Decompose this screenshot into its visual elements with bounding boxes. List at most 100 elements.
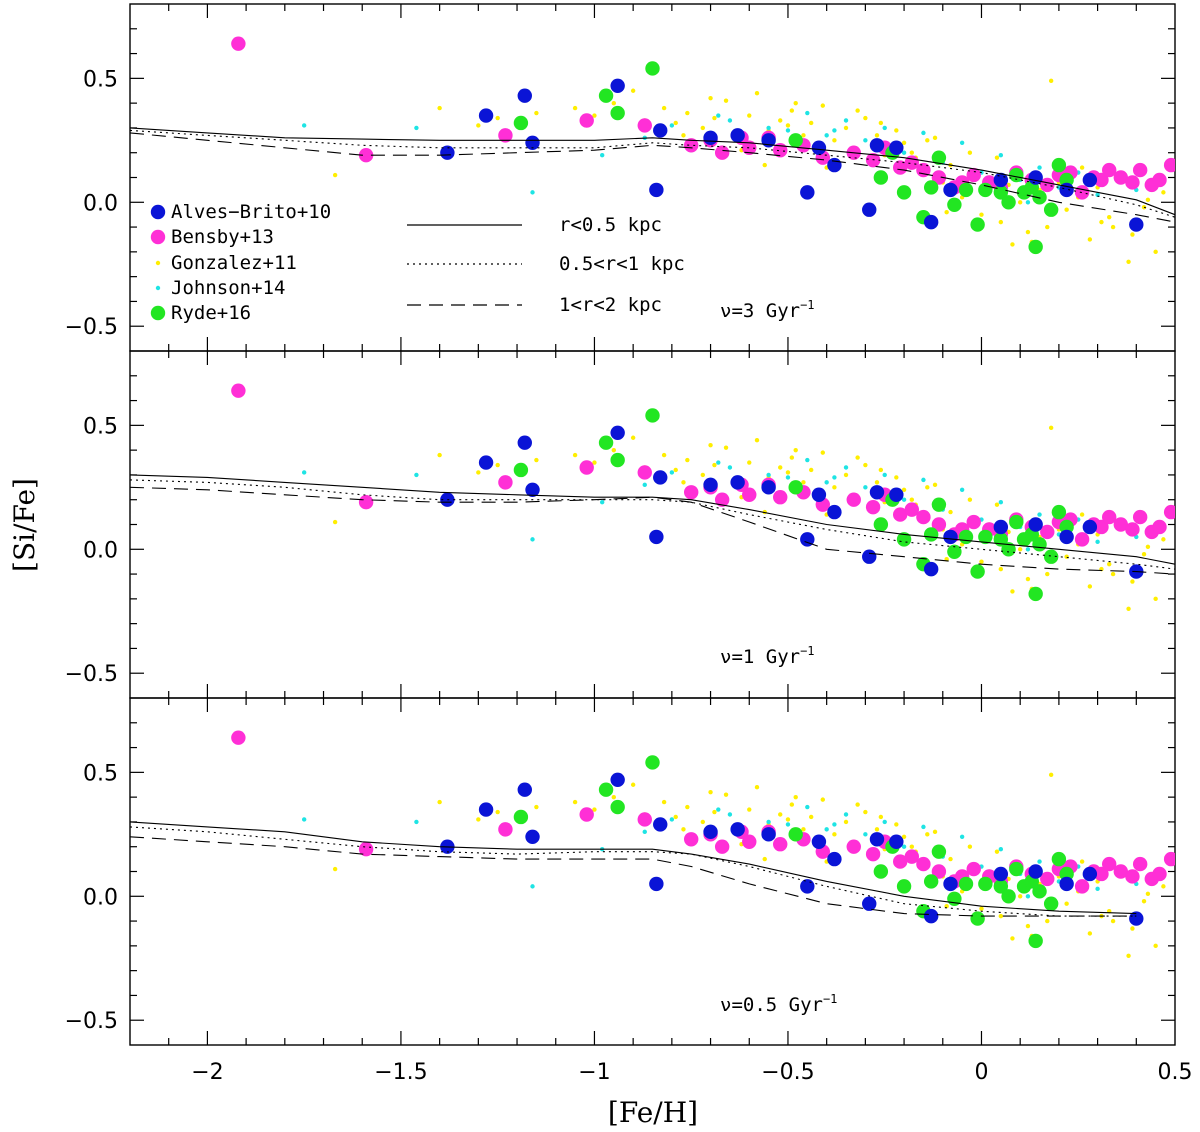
obs-point [958,182,974,198]
obs-point [712,462,717,468]
obs-point [476,470,481,475]
obs-point [811,487,827,502]
obs-point [708,95,713,101]
obs-point [525,482,540,497]
nu-label: ν=3 Gyr−1 [720,298,815,322]
obs-point [958,529,974,545]
obs-point [863,832,868,837]
obs-point [824,480,829,485]
obs-point [498,128,513,143]
obs-point [598,782,614,797]
obs-point [301,123,307,128]
obs-point [874,133,880,138]
obs-point [708,442,713,448]
observations [231,383,1175,611]
y-tick-label: 0.5 [83,761,118,786]
observations [231,36,1175,264]
obs-point [1025,576,1031,582]
obs-point [630,782,636,787]
obs-point [727,118,733,123]
obs-point [1025,923,1031,929]
obs-point [685,804,690,810]
obs-point [1141,552,1147,557]
obs-point [805,110,810,116]
obs-point [332,519,338,525]
obs-point [1079,512,1085,517]
obs-point [1126,606,1131,611]
obs-point [966,514,981,530]
obs-point [832,475,837,480]
obs-point [1001,889,1016,904]
obs-point [1110,918,1116,924]
obs-point [931,497,947,512]
obs-point [1017,894,1023,899]
obs-point [882,472,887,478]
obs-point [1009,167,1024,183]
obs-point [959,140,965,145]
obs-point [766,125,771,131]
obs-point [610,772,625,787]
obs-point [1087,237,1093,242]
legend-marker [150,204,166,220]
obs-point [944,210,949,215]
obs-point [669,123,675,128]
y-tick-label: −0.5 [65,1009,118,1034]
obs-point [901,834,907,839]
obs-point [827,851,842,867]
obs-point [1017,547,1023,552]
obs-point [993,866,1009,882]
legend-label: r<0.5 kpc [559,214,662,236]
obs-point [630,88,636,93]
obs-point [231,730,246,745]
obs-point [1028,864,1043,879]
obs-point [811,140,827,155]
y-tick-label: 0.0 [83,538,118,563]
obs-point [1059,866,1074,882]
obs-point [530,190,535,195]
obs-point [703,477,718,493]
obs-point [414,819,419,825]
obs-point [714,145,730,160]
obs-point [869,832,885,847]
obs-point [716,113,721,118]
obs-point [788,133,803,148]
obs-point [1102,162,1117,178]
obs-point [332,866,338,872]
nu-label: ν=0.5 Gyr−1 [720,992,837,1016]
obs-point [1048,425,1054,431]
obs-point [572,105,578,111]
obs-point [1153,596,1158,602]
obs-point [878,467,884,473]
obs-point [863,138,868,143]
obs-point [882,125,887,131]
obs-point [495,115,500,121]
obs-point [788,827,803,842]
obs-point [513,809,529,825]
obs-point [525,135,540,150]
obs-point [923,527,939,542]
obs-point [873,170,889,185]
obs-point [476,123,481,128]
obs-point [716,807,721,812]
obs-point [998,913,1004,919]
obs-point [1045,571,1050,577]
obs-point [793,100,798,106]
obs-point [1059,529,1074,545]
obs-point [998,152,1004,158]
obs-point [630,435,636,440]
y-tick-label: −0.5 [65,315,118,340]
obs-point [673,814,678,820]
obs-point [932,135,938,141]
obs-point [534,457,539,463]
legend-marker [155,285,161,291]
obs-point [1059,519,1074,535]
observations [231,730,1175,958]
obs-point [909,844,915,849]
obs-point [645,408,660,423]
obs-point [645,755,660,770]
obs-point [773,490,788,505]
obs-point [959,487,965,492]
obs-point [869,485,885,500]
obs-point [855,108,860,113]
x-tick-label: −1 [578,1060,610,1085]
